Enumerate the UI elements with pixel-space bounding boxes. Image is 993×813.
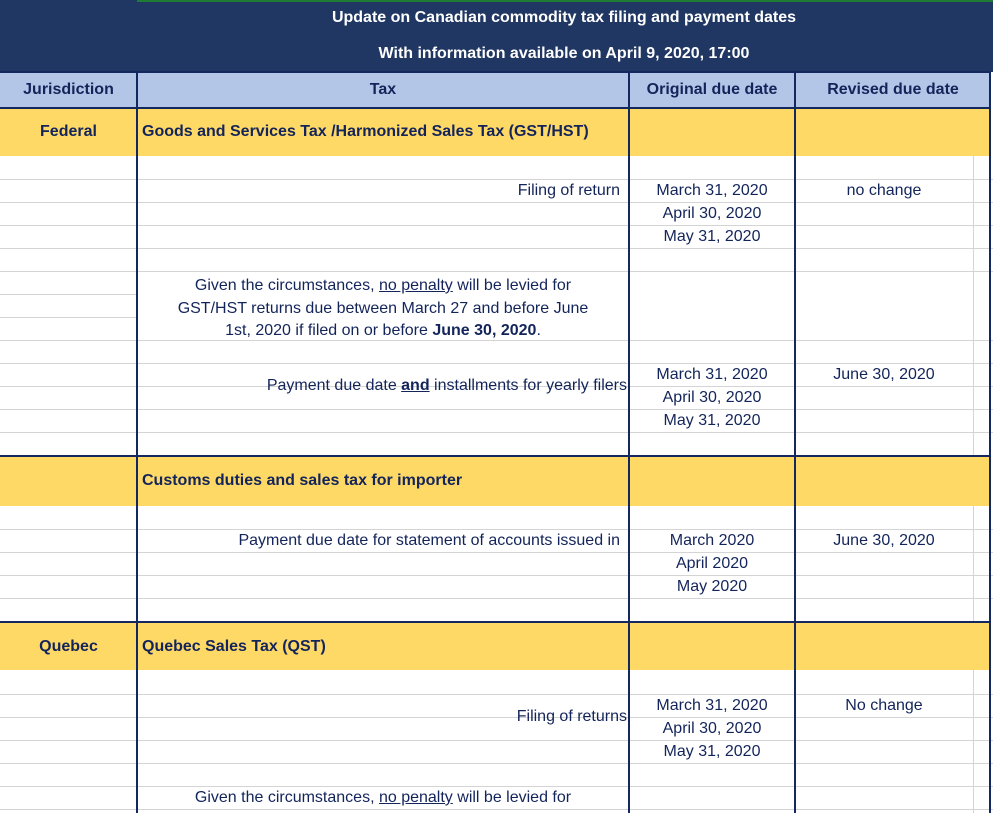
payment-label[interactable]: Payment due date for statement of accoun… <box>238 532 620 549</box>
date-cell[interactable]: March 31, 2020 <box>656 697 768 714</box>
note-bold: June 30, 2020 <box>432 322 537 339</box>
col-header-jurisdiction[interactable]: Jurisdiction <box>23 81 114 98</box>
jurisdiction-quebec[interactable]: Quebec <box>39 638 98 655</box>
filing-label[interactable]: Filing of return <box>517 182 620 199</box>
gridline <box>0 432 993 433</box>
gridline <box>0 271 993 272</box>
note-text: GST/HST returns due between March 27 and… <box>177 299 589 317</box>
gridline <box>0 694 993 695</box>
title-banner: Update on Canadian commodity tax filing … <box>0 0 993 72</box>
note-text: 1st, 2020 if filed on or before <box>225 322 433 339</box>
date-cell[interactable]: April 30, 2020 <box>662 205 762 222</box>
gridline <box>0 409 993 410</box>
tax-qst[interactable]: Quebec Sales Tax (QST) <box>142 638 326 655</box>
gridline <box>0 363 993 364</box>
tax-customs[interactable]: Customs duties and sales tax for importe… <box>142 472 463 489</box>
date-cell[interactable]: March 31, 2020 <box>656 182 768 199</box>
note-text: Given the circumstances, <box>194 789 379 806</box>
jurisdiction-federal[interactable]: Federal <box>40 123 97 140</box>
gridline <box>0 529 993 530</box>
gridline <box>0 340 993 341</box>
filing-label[interactable]: Filing of returns <box>516 708 627 725</box>
title-line-1: Update on Canadian commodity tax filing … <box>331 9 797 26</box>
gridline <box>0 717 993 718</box>
date-cell[interactable]: May 31, 2020 <box>663 743 761 760</box>
gridline <box>0 740 993 741</box>
date-cell[interactable]: April 30, 2020 <box>662 389 762 406</box>
date-cell[interactable]: March 31, 2020 <box>656 366 768 383</box>
section-border <box>0 455 991 457</box>
note-text: . <box>536 322 541 339</box>
column-border <box>794 72 796 813</box>
label-text: Payment due date <box>266 377 402 394</box>
gridline <box>0 575 993 576</box>
section-border <box>0 621 991 623</box>
label-bold-underlined: and <box>401 377 430 394</box>
gst-note[interactable]: Given the circumstances, no penalty will… <box>137 275 629 343</box>
gridline <box>0 598 993 599</box>
gridline <box>0 786 993 787</box>
date-cell[interactable]: March 2020 <box>669 532 755 549</box>
gridline <box>0 386 993 387</box>
date-cell[interactable]: April 2020 <box>675 555 749 572</box>
date-cell[interactable]: May 31, 2020 <box>663 412 761 429</box>
tax-gst-hst[interactable]: Goods and Services Tax /Harmonized Sales… <box>142 123 589 140</box>
gridline <box>0 317 137 318</box>
column-border <box>136 72 138 813</box>
section-band-quebec <box>0 622 991 670</box>
note-text: will be levied for <box>452 277 572 294</box>
note-text: Given the circumstances, <box>194 277 379 294</box>
note-text: will be levied for <box>452 789 572 806</box>
note-underlined: no penalty <box>378 789 453 806</box>
payment-label[interactable]: Payment due date and installments for ye… <box>267 377 627 395</box>
col-header-original[interactable]: Original due date <box>646 81 778 98</box>
gridline <box>0 202 993 203</box>
gridline <box>0 552 993 553</box>
title-line-2: With information available on April 9, 2… <box>378 45 750 62</box>
header-row <box>0 72 991 108</box>
gridline <box>0 179 993 180</box>
date-cell[interactable]: May 2020 <box>676 578 748 595</box>
label-text: installments for yearly filers <box>429 377 627 394</box>
gridline <box>0 225 993 226</box>
col-header-revised[interactable]: Revised due date <box>827 81 959 98</box>
gridline <box>0 248 993 249</box>
revised-cell[interactable]: No change <box>845 697 923 714</box>
section-band-customs <box>0 456 991 506</box>
col-header-tax[interactable]: Tax <box>369 81 397 98</box>
gridline <box>0 763 993 764</box>
column-border <box>628 72 630 813</box>
selection-indicator <box>137 0 993 2</box>
date-cell[interactable]: April 30, 2020 <box>662 720 762 737</box>
note-underlined: no penalty <box>378 277 453 294</box>
qst-note[interactable]: Given the circumstances, no penalty will… <box>137 789 629 807</box>
gridline <box>0 809 993 810</box>
date-cell[interactable]: May 31, 2020 <box>663 228 761 245</box>
column-border <box>989 72 991 813</box>
revised-cell[interactable]: no change <box>846 182 922 199</box>
section-band-federal <box>0 108 991 156</box>
revised-cell[interactable]: June 30, 2020 <box>833 532 935 549</box>
section-border <box>0 71 991 73</box>
gridline <box>0 294 137 295</box>
section-border <box>0 107 991 109</box>
revised-cell[interactable]: June 30, 2020 <box>833 366 935 383</box>
